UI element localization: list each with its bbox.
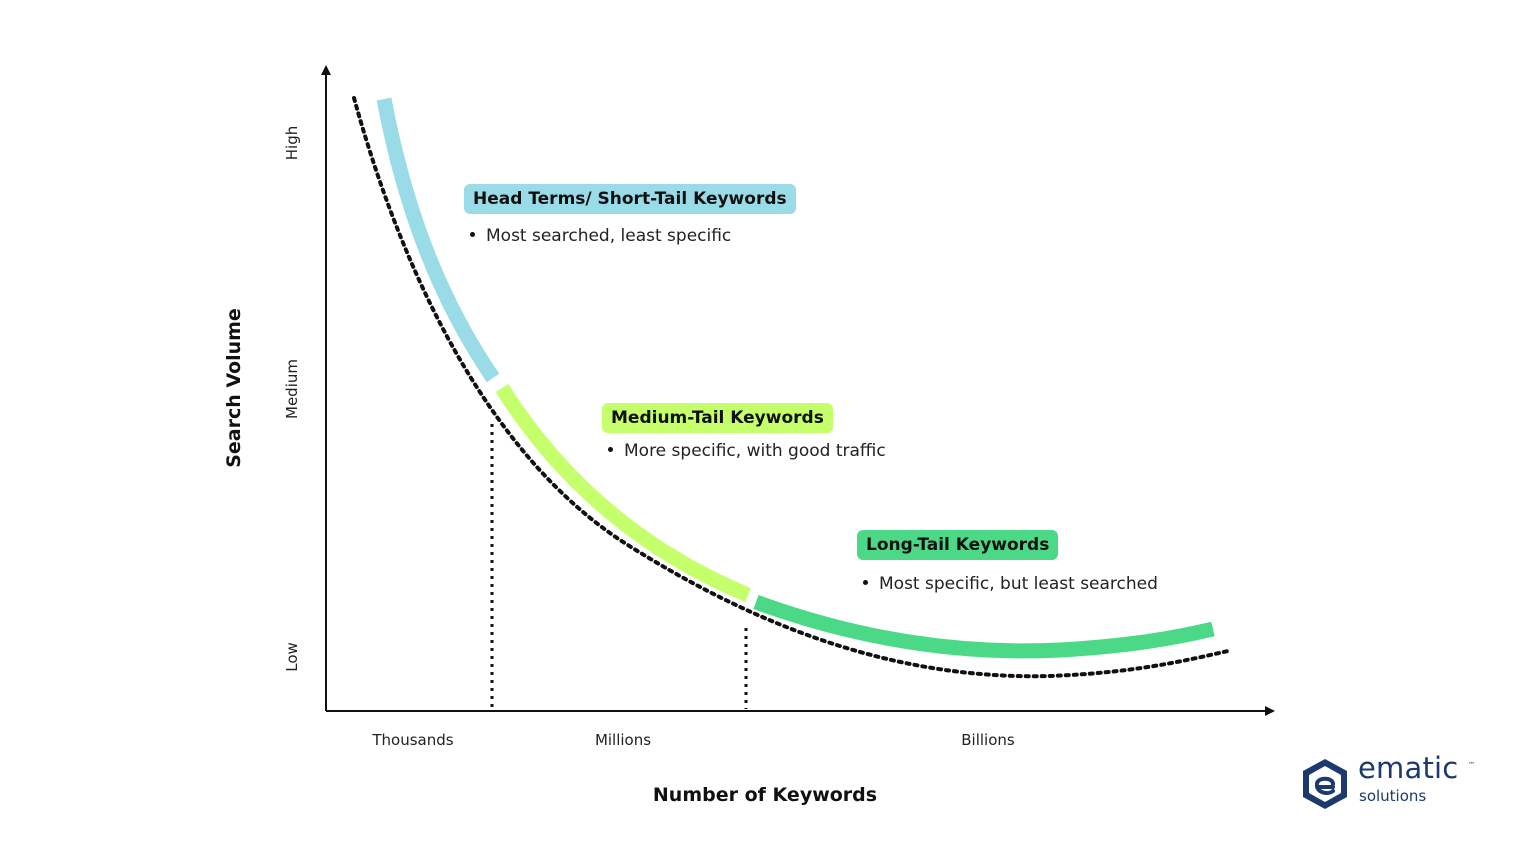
callout-head-terms-bullet: Most searched, least specific [470,226,796,246]
x-tick-millions: Millions [594,731,652,749]
callout-medium-tail: Medium-Tail Keywords More specific, with… [602,403,886,461]
hexagon-e-logo-icon [1303,759,1347,809]
callout-medium-tail-text: More specific, with good traffic [624,441,886,461]
callout-head-terms: Head Terms/ Short-Tail Keywords Most sea… [464,184,796,246]
segment-head-terms [376,97,500,383]
x-axis-title: Number of Keywords [652,784,878,806]
bullet-dot-icon [863,580,868,585]
x-axis-arrow-icon [1265,706,1275,716]
y-axis-arrow-icon [321,65,331,75]
callout-medium-tail-bullet: More specific, with good traffic [608,441,886,461]
segment-medium-tail [495,383,751,602]
callout-head-terms-text: Most searched, least specific [486,226,732,246]
x-tick-billions: Billions [961,731,1015,749]
logo-subtitle: solutions [1359,787,1427,805]
bullet-dot-icon [470,232,475,237]
callout-long-tail-bullet: Most specific, but least searched [863,574,1158,594]
callout-head-terms-title: Head Terms/ Short-Tail Keywords [464,184,796,214]
logo-trademark: ™ [1468,761,1475,769]
y-tick-medium: Medium [283,359,301,419]
axes [321,65,1275,716]
ematic-logo: ematic ™ solutions [1300,751,1480,812]
segment-long-tail [753,594,1215,659]
demand-curve-dotted [352,96,1230,679]
y-axis-title: Search Volume [223,308,245,468]
x-tick-thousands: Thousands [372,731,454,749]
callout-long-tail-text: Most specific, but least searched [879,574,1158,594]
callout-long-tail: Long-Tail Keywords Most specific, but le… [857,530,1158,594]
bullet-dot-icon [608,447,613,452]
logo-wordmark: ematic [1358,751,1459,785]
callout-medium-tail-title: Medium-Tail Keywords [602,403,833,433]
y-tick-low: Low [283,642,301,672]
callout-long-tail-title: Long-Tail Keywords [857,530,1059,560]
y-tick-high: High [283,125,301,161]
